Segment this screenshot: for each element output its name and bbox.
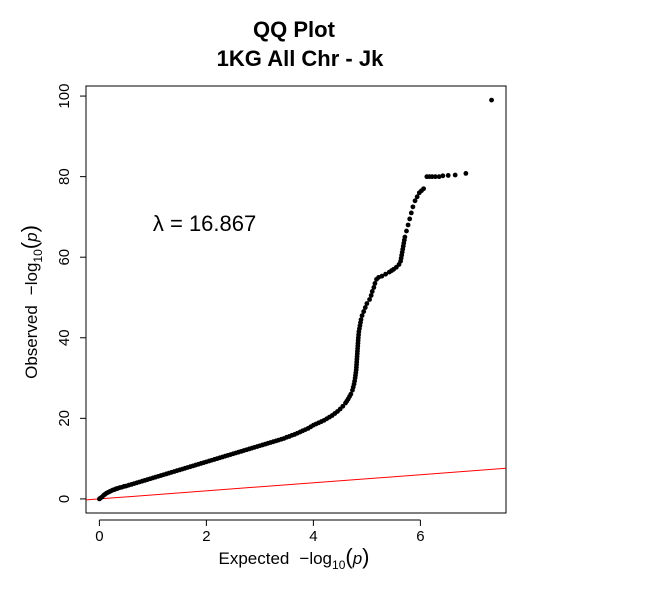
data-point [361, 309, 367, 314]
data-point [407, 216, 413, 222]
x-axis-label-log: −log [299, 549, 332, 568]
data-point [402, 234, 408, 240]
y-axis-label-arg: p [22, 232, 41, 242]
plot-area [86, 97, 506, 502]
data-point [368, 293, 374, 298]
data-point [412, 198, 418, 204]
x-axis-label-base: 10 [332, 558, 346, 572]
data-point [445, 173, 451, 178]
x-axis-label-close-paren: ) [362, 544, 369, 569]
x-tick-label: 2 [202, 528, 210, 545]
chart-title: QQ Plot [253, 17, 336, 42]
data-point [379, 273, 385, 279]
x-axis-label-arg: p [352, 549, 362, 568]
x-tick-label: 0 [95, 528, 103, 545]
data-point [358, 317, 364, 323]
y-tick-label: 40 [56, 329, 73, 346]
data-point [414, 194, 420, 200]
y-tick-label: 60 [56, 249, 73, 266]
data-point [463, 171, 469, 176]
data-point [405, 222, 411, 228]
x-axis-label-open-paren: ( [345, 544, 353, 569]
x-tick-label: 4 [309, 528, 317, 545]
data-point [348, 391, 354, 397]
data-point [440, 173, 446, 179]
y-axis-label-close-paren: ) [17, 225, 42, 232]
y-tick-label: 100 [56, 84, 73, 109]
data-point [410, 204, 416, 210]
data-point [436, 174, 442, 180]
plot-frame [85, 85, 507, 514]
y-axis-label-prefix: Observed [22, 305, 41, 379]
data-point [489, 97, 494, 103]
data-point [404, 228, 409, 234]
y-axis-label-open-paren: ( [17, 241, 42, 249]
data-point [452, 172, 458, 178]
data-point [340, 403, 346, 409]
y-axis-label-base: 10 [31, 249, 45, 263]
y-tick-label: 20 [56, 410, 73, 427]
data-point [432, 174, 438, 180]
data-point [421, 186, 427, 192]
reference-line [86, 467, 506, 501]
data-point [364, 301, 370, 306]
x-axis-label-prefix: Expected [219, 549, 290, 568]
data-point [369, 289, 375, 294]
x-tick-label: 6 [416, 528, 424, 545]
x-axis-label: Expected −log10(p) [219, 544, 370, 572]
data-point [408, 210, 414, 216]
lambda-annotation: λ = 16.867 [153, 211, 256, 236]
data-point [359, 313, 365, 319]
data-point [367, 297, 372, 302]
chart-subtitle: 1KG All Chr - Jk [217, 46, 384, 71]
data-point [372, 280, 378, 286]
data-point [383, 271, 389, 277]
y-tick-label: 0 [56, 495, 73, 503]
y-axis-label-log: −log [22, 263, 41, 296]
data-point [362, 305, 368, 310]
y-tick-label: 80 [56, 168, 73, 185]
data-point [371, 285, 377, 290]
y-axis-label: Observed −log10(p) [17, 225, 45, 379]
